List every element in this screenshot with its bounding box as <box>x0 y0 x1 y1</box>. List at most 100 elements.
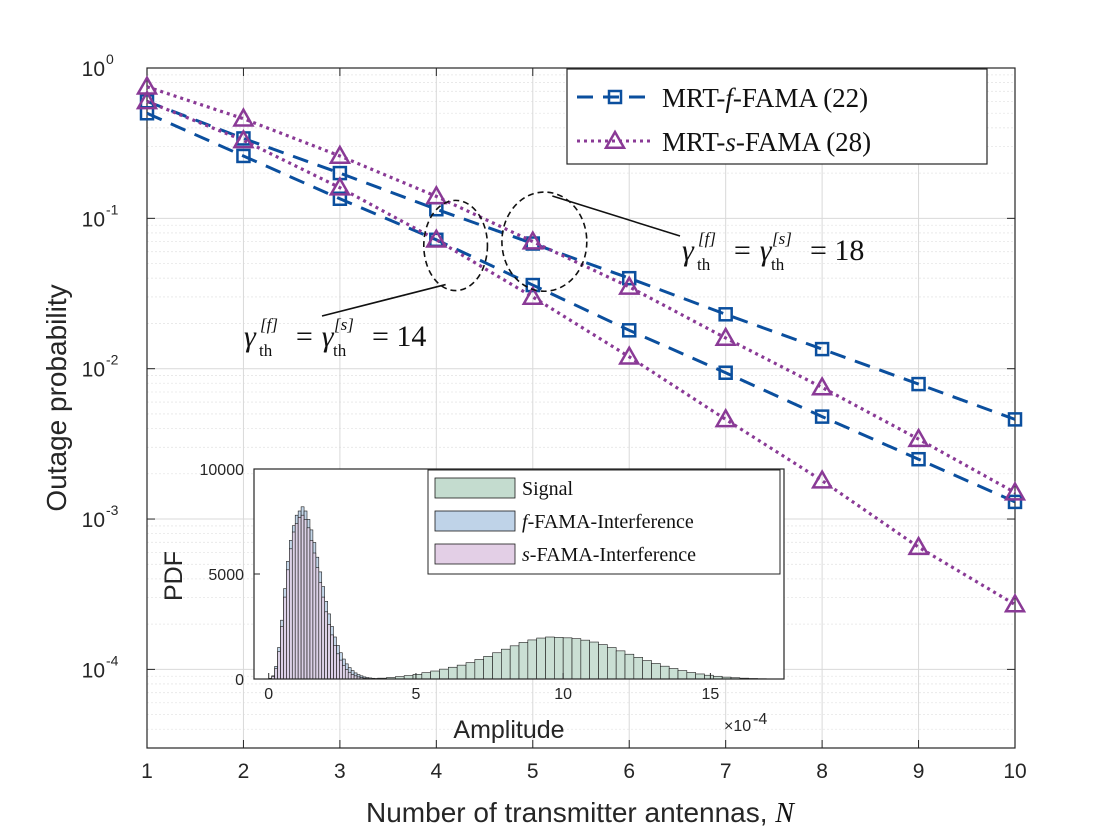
histogram-bar <box>474 659 484 680</box>
series-point <box>714 326 737 347</box>
y-tick-label-base: 10 <box>82 659 105 682</box>
series-point <box>810 375 834 396</box>
series-point <box>814 409 830 424</box>
inset-x-axis-label: Amplitude <box>453 716 564 744</box>
series-point <box>521 230 544 250</box>
histogram-bar <box>324 611 328 680</box>
series-s-fama-th14 <box>135 89 1027 613</box>
x-tick-label: 7 <box>720 760 732 783</box>
series-point <box>911 451 926 467</box>
histogram-bar <box>430 670 440 680</box>
series-point <box>621 323 637 338</box>
y-tick-label-base: 10 <box>82 509 105 532</box>
gamma-value: = 14 <box>372 320 426 353</box>
histogram-bar <box>286 569 290 680</box>
histogram-bar <box>312 552 317 680</box>
histogram-bar <box>642 660 652 680</box>
annotation-circle-th18 <box>501 191 588 293</box>
series-point <box>907 427 930 448</box>
gamma-superscript: [f] <box>260 315 278 334</box>
y-tick-label-exponent: -2 <box>106 352 119 368</box>
inset-legend-label: Signal <box>522 478 574 500</box>
histogram-bar <box>615 650 626 680</box>
inset-histogram: 0 5 10 15 0 5000 10000 Amplitude PDF ×10 -4 Signal f… <box>160 462 785 744</box>
histogram-bar <box>456 664 467 680</box>
histogram-bar <box>274 668 278 680</box>
gamma-subscript: th <box>259 341 273 360</box>
legend-label-prefix: MRT- <box>662 83 725 113</box>
inset-legend-entry: Signal <box>434 477 574 500</box>
inset-legend-label-suffix: -FAMA-Interference <box>530 544 696 566</box>
legend-marker <box>607 89 623 105</box>
histogram-bar <box>327 624 331 680</box>
series-point <box>1003 481 1027 501</box>
gamma-symbol: γ <box>682 234 695 267</box>
inset-legend-label-var: s <box>522 544 530 566</box>
x-tick-label: 2 <box>238 760 250 783</box>
inset-x-tick-label: 10 <box>554 686 572 703</box>
histogram-bar <box>483 656 493 680</box>
series-point <box>525 277 541 293</box>
inset-x-scale-factor: ×10 -4 <box>724 711 767 735</box>
inset-x-tick-label: 0 <box>264 686 273 703</box>
legend-entry-f-fama: MRT-f-FAMA (22) <box>577 83 868 113</box>
y-tick-label-exponent: 0 <box>106 51 114 67</box>
inset-legend-entry: s-FAMA-Interference <box>434 543 696 566</box>
histogram-bar <box>289 548 293 680</box>
histogram-bar <box>571 638 582 680</box>
series-point <box>328 144 352 164</box>
inset-y-tick-label: 10000 <box>200 462 245 479</box>
inset-legend: Signal f-FAMA-Interference s-FAMA-Interfer… <box>427 469 781 575</box>
histogram-bar <box>350 674 355 680</box>
y-tick-label-base: 10 <box>82 359 105 382</box>
histogram-bar <box>309 540 314 680</box>
series-point <box>714 407 737 428</box>
main-axes-box <box>146 67 1016 749</box>
inset-legend-label: f-FAMA-Interference <box>522 511 694 533</box>
histogram-bar <box>527 639 537 680</box>
series-point <box>332 191 348 207</box>
main-x-axis-label: Number of transmitter antennas, N <box>366 797 795 829</box>
histogram-bar <box>448 666 458 680</box>
annotation-leader-th18 <box>552 195 681 237</box>
histogram-bar <box>294 523 299 680</box>
x-tick-label: 6 <box>623 760 635 783</box>
annotation-leader-th14 <box>321 283 446 317</box>
inset-legend-label: s-FAMA-Interference <box>522 544 696 566</box>
histogram-bar <box>421 672 431 680</box>
x-tick-label: 9 <box>913 760 925 783</box>
series-point <box>328 176 352 196</box>
gamma-superscript: [s] <box>772 229 792 248</box>
histogram-bar <box>330 634 334 680</box>
histogram-bar <box>291 531 296 680</box>
x-tick-label: 10 <box>1003 760 1026 783</box>
histogram-bar <box>668 668 679 680</box>
series-line <box>146 85 1016 494</box>
gamma-subscript: th <box>333 341 347 360</box>
annotation-label-th18: γ [f]th = γ [s]th = 18 <box>682 229 864 274</box>
histogram-s-fama-interference <box>268 514 390 680</box>
x-tick-label: 8 <box>816 760 828 783</box>
gamma-subscript: th <box>771 255 785 274</box>
legend-entry-s-fama: MRT-s-FAMA (28) <box>577 127 871 157</box>
legend-label: MRT-f-FAMA (22) <box>662 83 868 113</box>
legend-label: MRT-s-FAMA (28) <box>662 127 871 157</box>
gamma-superscript: [s] <box>334 315 354 334</box>
gamma-subscript: th <box>697 255 711 274</box>
histogram-bar <box>306 527 311 680</box>
histogram-bar <box>580 639 590 680</box>
series-point <box>618 275 641 295</box>
inset-legend-swatch <box>434 510 516 532</box>
series-point <box>236 148 251 164</box>
inset-x-tick-label: 5 <box>411 686 420 703</box>
histogram-bar <box>651 663 661 680</box>
histogram-bar <box>412 674 423 680</box>
inset-legend-label-text: Signal <box>522 478 574 500</box>
series-point <box>810 469 834 489</box>
series-point <box>425 228 448 248</box>
y-tick-label-exponent: -3 <box>106 502 119 518</box>
histogram-bar <box>607 647 617 680</box>
histogram-bar <box>518 642 529 680</box>
gamma-superscript: [f] <box>698 229 716 248</box>
